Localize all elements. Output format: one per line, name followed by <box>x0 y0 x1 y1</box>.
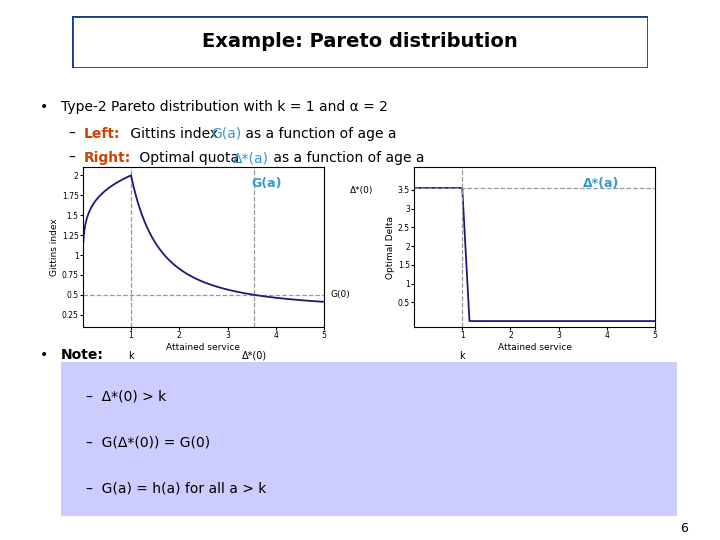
Text: –  G(Δ*(0)) = G(0): – G(Δ*(0)) = G(0) <box>86 436 210 450</box>
Y-axis label: Gittins index: Gittins index <box>50 218 59 276</box>
Text: k: k <box>459 350 465 361</box>
Text: G(a): G(a) <box>211 127 241 141</box>
Text: Δ*(0): Δ*(0) <box>241 350 266 361</box>
Text: as a function of age a: as a function of age a <box>269 151 424 165</box>
Text: Δ*(0): Δ*(0) <box>350 186 373 195</box>
Text: G(a): G(a) <box>252 177 282 190</box>
X-axis label: Attained service: Attained service <box>166 343 240 352</box>
Y-axis label: Optimal Delta: Optimal Delta <box>386 215 395 279</box>
Text: Example: Pareto distribution: Example: Pareto distribution <box>202 32 518 51</box>
Text: Optimal quota: Optimal quota <box>135 151 243 165</box>
Text: k: k <box>128 350 134 361</box>
Text: Right:: Right: <box>84 151 132 165</box>
Text: as a function of age a: as a function of age a <box>241 127 397 141</box>
Text: Left:: Left: <box>84 127 121 141</box>
Text: Gittins index: Gittins index <box>126 127 222 141</box>
X-axis label: Attained service: Attained service <box>498 343 572 352</box>
Text: •: • <box>40 100 48 114</box>
Text: Type-2 Pareto distribution with k = 1 and α = 2: Type-2 Pareto distribution with k = 1 an… <box>61 100 388 114</box>
Text: –: – <box>68 127 76 141</box>
Text: G(0): G(0) <box>331 291 351 299</box>
Text: •: • <box>40 348 48 362</box>
Text: Note:: Note: <box>61 348 104 362</box>
FancyBboxPatch shape <box>61 362 677 516</box>
Text: –: – <box>68 151 76 165</box>
FancyBboxPatch shape <box>72 16 648 68</box>
Text: Δ*(a): Δ*(a) <box>582 177 619 190</box>
Text: 6: 6 <box>680 522 688 535</box>
Text: –  Δ*(0) > k: – Δ*(0) > k <box>86 389 166 403</box>
Text: Δ*(a): Δ*(a) <box>233 151 269 165</box>
Text: –  G(a) = h(a) for all a > k: – G(a) = h(a) for all a > k <box>86 482 266 496</box>
